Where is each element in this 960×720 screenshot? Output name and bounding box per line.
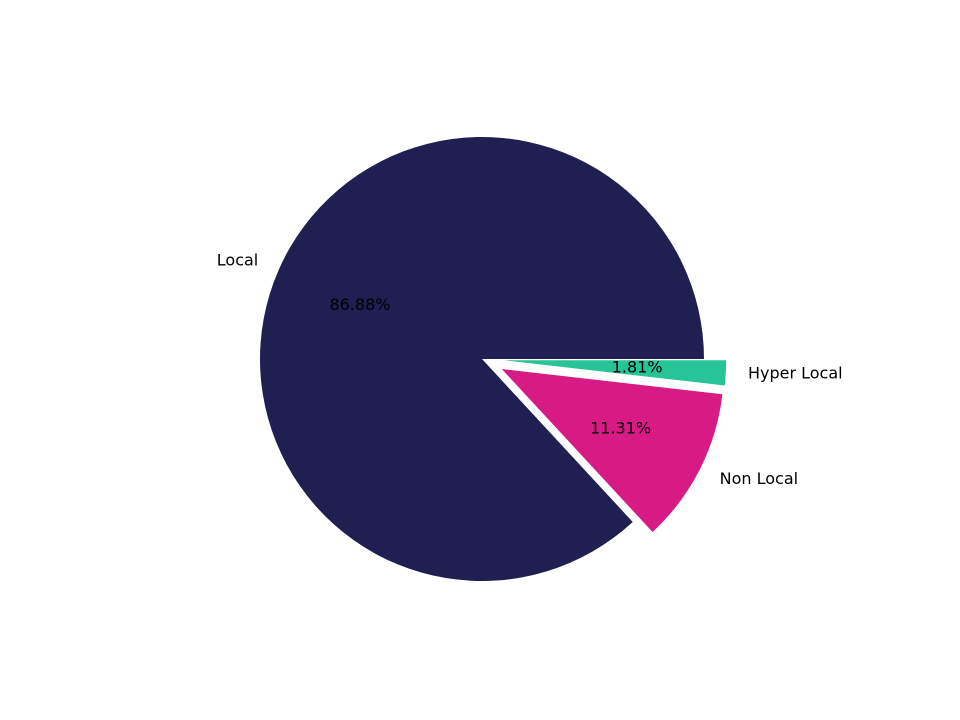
slice-label: Local — [217, 251, 258, 270]
slice-label: Non Local — [720, 469, 798, 488]
value-label: 86.88% — [329, 295, 390, 314]
slice-label: Hyper Local — [748, 364, 843, 383]
value-label: 1.81% — [612, 357, 663, 376]
pie-slice — [504, 360, 727, 386]
pie-slice — [260, 137, 704, 582]
pie-slice — [501, 369, 723, 533]
value-label: 11.31% — [590, 419, 651, 438]
